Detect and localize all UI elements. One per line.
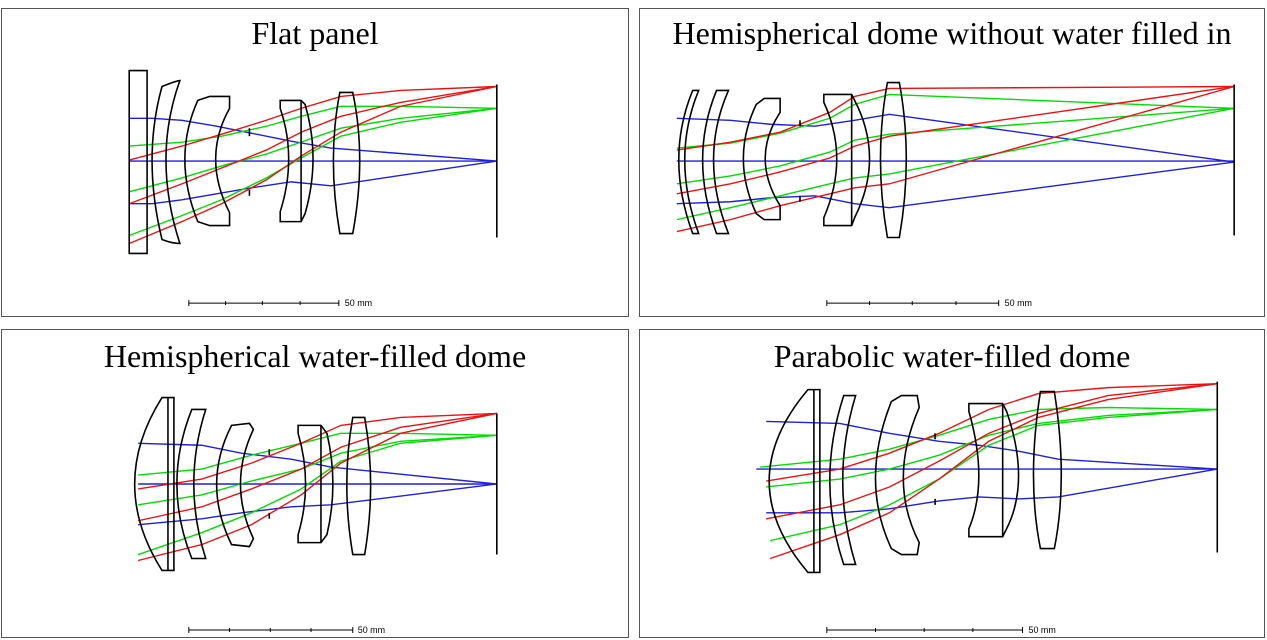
ray-bundle-green [760,406,1218,542]
panel-hemispherical-dry: Hemispherical dome without water filled … [639,8,1265,317]
ray-bundle-red [766,382,1218,560]
lens-elements [128,69,498,255]
panel-title: Parabolic water-filled dome [773,338,1131,374]
lens-layout-diagram: 50 mm [133,396,498,635]
lens-elements [133,396,498,572]
scale-bar: 50 mm [188,625,385,635]
ray-bundle-blue [138,442,497,526]
panel-title: Hemispherical dome without water filled … [672,15,1232,51]
scale-bar-label: 50 mm [1029,625,1056,635]
panel-title: Flat panel [251,15,379,51]
scale-bar-label: 50 mm [345,298,372,308]
ray-bundle-red [676,85,1235,233]
lens-elements [768,381,1219,574]
panel-title: Hemispherical water-filled dome [103,338,527,374]
lens-layout-diagram: 50 mm [128,69,498,308]
ray-bundle-red [137,412,497,562]
lens-layout-diagram: 50 mm [676,81,1235,308]
ray-bundle-green [137,432,497,556]
panel-flat: Flat panel [1,8,629,317]
panel-hemispherical-water: Hemispherical water-filled dome [1,329,629,638]
scale-bar-label: 50 mm [358,625,385,635]
ray-bundle-red [128,85,497,245]
scale-bar: 50 mm [826,298,1032,308]
scale-bar: 50 mm [826,625,1056,635]
lens-layout-diagram: 50 mm [756,381,1219,635]
ray-bundle-green [676,93,1235,221]
scale-bar: 50 mm [188,298,372,308]
lens-elements [678,81,1235,239]
panel-parabolic-water: Parabolic water-filled dome [639,329,1265,638]
scale-bar-label: 50 mm [1005,298,1032,308]
